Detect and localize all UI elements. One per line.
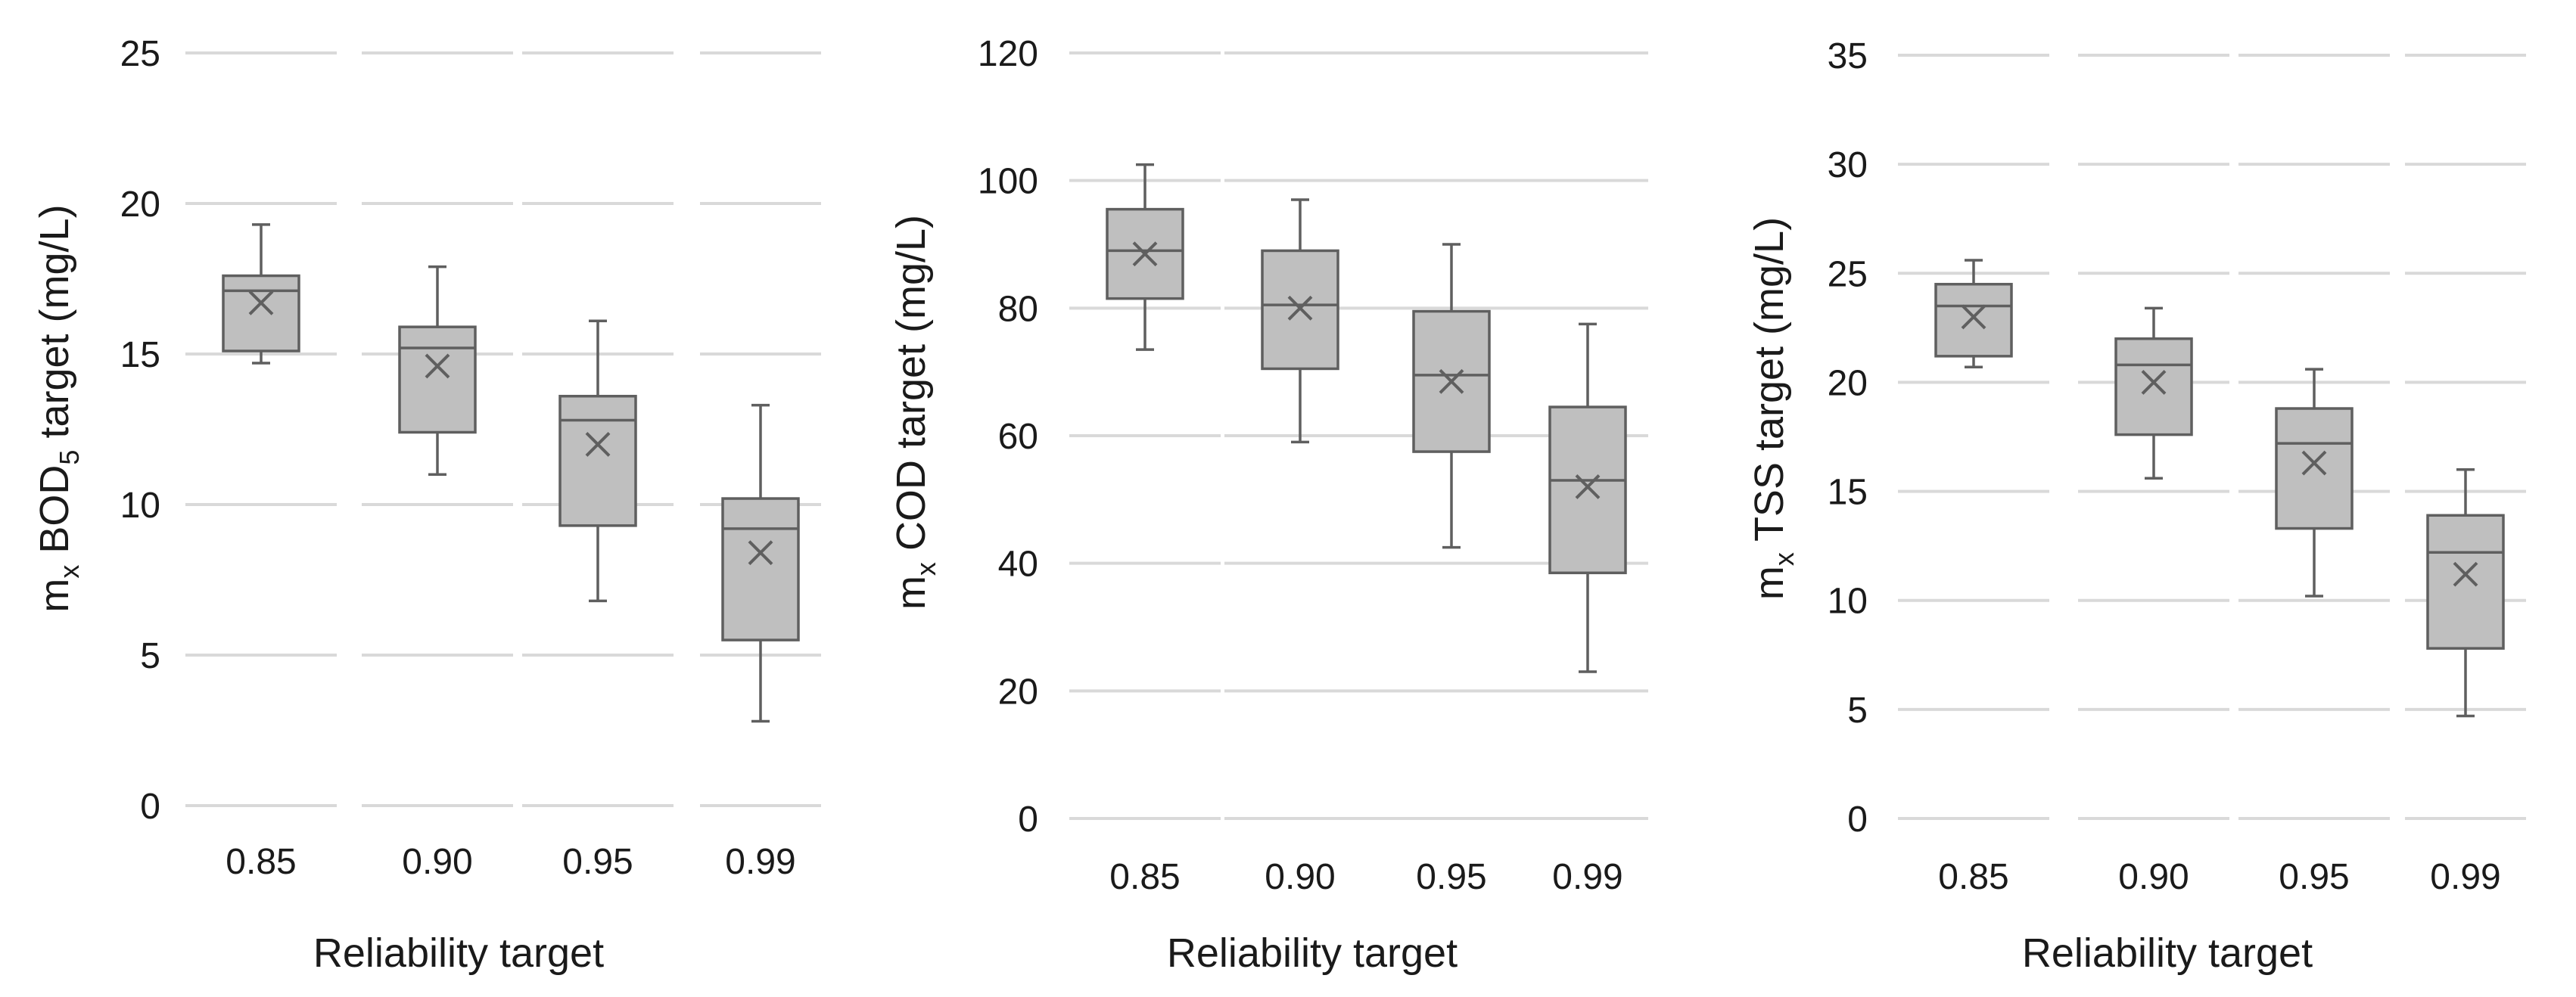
x-tick-tss-0.99: 0.99	[2430, 857, 2500, 897]
x-tick-bod5-0.99: 0.99	[725, 842, 795, 882]
y-tick-tss-25: 25	[1828, 254, 1868, 294]
box-bod5-0.85-iqr	[222, 274, 300, 353]
x-tick-tss-0.95: 0.95	[2279, 857, 2349, 897]
box-cod-0.95-mean-b	[1439, 368, 1464, 394]
box-tss-0.99-iqr	[2426, 514, 2505, 650]
y-tick-cod-60: 60	[998, 417, 1038, 457]
chart-panel-bod5: mx BOD5 target (mg/L) Reliability target…	[32, 34, 821, 976]
y-tick-tss-20: 20	[1828, 363, 1868, 403]
y-tick-bod5-10: 10	[120, 486, 160, 526]
x-tick-tss-0.85: 0.85	[1938, 857, 2008, 897]
y-tick-bod5-5: 5	[140, 636, 160, 676]
x-axis-label-bod5: Reliability target	[313, 930, 604, 976]
box-cod-0.90-mean-b	[1287, 295, 1313, 321]
x-axis-label-tss: Reliability target	[2022, 930, 2313, 976]
y-tick-tss-5: 5	[1847, 691, 1868, 731]
x-tick-bod5-0.90: 0.90	[402, 842, 472, 882]
y-tick-bod5-15: 15	[120, 335, 160, 375]
x-tick-bod5-0.95: 0.95	[562, 842, 633, 882]
box-bod5-0.90-iqr	[398, 325, 477, 434]
y-tick-bod5-0: 0	[140, 787, 160, 827]
y-tick-cod-40: 40	[998, 545, 1038, 585]
box-bod5-0.95-iqr	[558, 394, 637, 527]
y-tick-cod-0: 0	[1018, 800, 1038, 840]
y-axis-label-tss: mx TSS target (mg/L)	[1747, 217, 1800, 600]
box-cod-0.99-mean-b	[1575, 474, 1601, 499]
y-tick-bod5-20: 20	[120, 185, 160, 225]
y-axis-label-cod: mx COD target (mg/L)	[888, 215, 941, 610]
box-bod5-0.90-mean-b	[425, 353, 450, 379]
y-tick-tss-10: 10	[1828, 582, 1868, 622]
x-tick-cod-0.90: 0.90	[1265, 857, 1335, 897]
box-tss-0.85-iqr	[1934, 282, 2013, 358]
box-tss-0.90-iqr	[2114, 337, 2193, 436]
x-tick-bod5-0.85: 0.85	[226, 842, 296, 882]
box-tss-0.85-mean-b	[1961, 304, 1986, 330]
box-tss-0.95-mean-b	[2301, 450, 2327, 476]
box-bod5-0.99-mean-b	[748, 540, 773, 566]
y-tick-cod-20: 20	[998, 672, 1038, 712]
y-tick-cod-100: 100	[978, 162, 1038, 202]
y-tick-cod-120: 120	[978, 34, 1038, 74]
y-axis-label-bod5: mx BOD5 target (mg/L)	[32, 204, 85, 612]
box-cod-0.85-mean-b	[1132, 241, 1158, 267]
box-bod5-0.85-mean-b	[248, 290, 274, 315]
box-tss-0.95-iqr	[2275, 407, 2354, 530]
x-tick-cod-0.95: 0.95	[1416, 857, 1486, 897]
x-axis-label-cod: Reliability target	[1167, 930, 1458, 976]
y-tick-tss-35: 35	[1828, 36, 1868, 76]
chart-panel-tss: mx TSS target (mg/L) Reliability target …	[1747, 36, 2526, 976]
box-cod-0.85-iqr	[1106, 207, 1184, 300]
y-tick-cod-80: 80	[998, 289, 1038, 329]
y-tick-tss-30: 30	[1828, 145, 1868, 185]
y-tick-tss-0: 0	[1847, 800, 1868, 840]
box-tss-0.90-mean-b	[2141, 370, 2167, 395]
box-tss-0.99-mean-b	[2453, 561, 2478, 587]
y-tick-tss-15: 15	[1828, 473, 1868, 513]
box-bod5-0.95-mean-b	[585, 431, 611, 457]
chart-panel-cod: mx COD target (mg/L) Reliability target …	[888, 34, 1648, 976]
box-bod5-0.99-iqr	[721, 497, 800, 641]
y-tick-bod5-25: 25	[120, 34, 160, 74]
x-tick-tss-0.90: 0.90	[2118, 857, 2189, 897]
x-tick-cod-0.99: 0.99	[1552, 857, 1622, 897]
box-cod-0.99-iqr	[1548, 405, 1627, 575]
x-tick-cod-0.85: 0.85	[1109, 857, 1180, 897]
